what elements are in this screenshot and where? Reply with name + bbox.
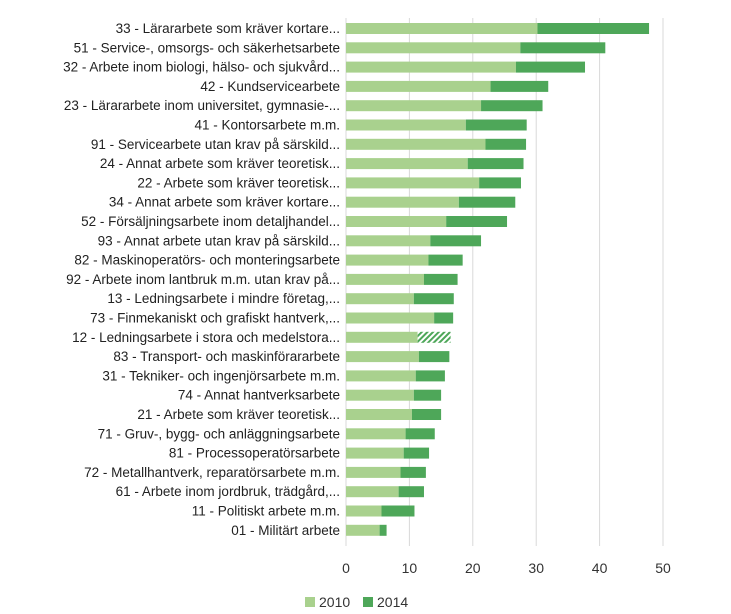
category-label-3: 42 - Kundservicearbete (200, 79, 340, 94)
bar-2010-7 (346, 158, 468, 170)
bar-2014-19 (413, 389, 442, 401)
bar-2014-10 (446, 216, 508, 227)
legend-swatch-2010 (305, 597, 315, 607)
bar-2010-20 (346, 409, 412, 420)
bar-2014-13 (423, 273, 458, 285)
category-label-8: 22 - Arbete som kräver teoretisk... (137, 175, 340, 190)
bar-2010-13 (346, 273, 424, 285)
bar-2010-4 (346, 100, 482, 112)
bar-2010-10 (346, 216, 447, 227)
bar-2010-12 (346, 254, 429, 266)
bar-2014-15 (434, 312, 454, 324)
bar-2014-0 (537, 23, 650, 34)
bar-2014-2 (515, 61, 586, 73)
bar-2010-9 (346, 196, 459, 208)
bar-2010-6 (346, 138, 486, 150)
category-label-15: 73 - Finmekaniskt och grafiskt hantverk,… (90, 311, 340, 326)
bar-2014-22 (403, 447, 430, 459)
bar-2014-26 (379, 524, 387, 536)
bar-2010-8 (346, 177, 480, 189)
bar-2014-14 (413, 293, 454, 305)
category-label-20: 21 - Arbete som kräver teoretisk... (137, 407, 340, 422)
category-label-6: 91 - Servicearbete utan krav på särskild… (91, 137, 340, 152)
category-label-5: 41 - Kontorsarbete m.m. (194, 118, 340, 133)
x-tick-label-30: 30 (528, 560, 544, 576)
x-tick-label-20: 20 (465, 560, 481, 576)
category-label-11: 93 - Annat arbete utan krav på särskild.… (98, 233, 340, 248)
bar-2010-25 (346, 505, 382, 517)
bar-2010-18 (346, 370, 416, 382)
bar-2014-7 (467, 158, 524, 170)
category-label-26: 01 - Militärt arbete (231, 523, 340, 538)
category-label-0: 33 - Lärararbete som kräver kortare... (116, 21, 340, 36)
bars (346, 23, 650, 536)
category-label-21: 71 - Gruv-, bygg- och anläggningsarbete (98, 426, 340, 441)
category-labels: 33 - Lärararbete som kräver kortare... 51… (63, 21, 340, 538)
bar-2014-17 (418, 351, 450, 363)
bar-2014-9 (458, 196, 516, 208)
bar-2010-2 (346, 61, 516, 73)
x-tick-labels: 0 10 20 30 40 50 (342, 560, 671, 576)
bar-2014-1 (520, 42, 606, 54)
bar-2010-5 (346, 119, 466, 131)
bar-2010-14 (346, 293, 414, 305)
bar-2010-21 (346, 428, 406, 440)
bar-2010-22 (346, 447, 404, 459)
bar-2014-3 (490, 80, 549, 92)
category-label-10: 52 - Försäljningsarbete inom detaljhande… (81, 214, 340, 229)
category-label-13: 92 - Arbete inom lantbruk m.m. utan krav… (66, 272, 340, 287)
x-tick-label-40: 40 (592, 560, 608, 576)
category-label-1: 51 - Service-, omsorgs- och säkerhetsarb… (74, 40, 340, 55)
bar-2010-3 (346, 80, 491, 92)
x-tick-label-50: 50 (655, 560, 671, 576)
bar-2010-15 (346, 312, 435, 324)
bar-2010-16 (346, 331, 418, 343)
bar-2014-21 (405, 428, 435, 440)
category-label-17: 83 - Transport- och maskinförararbete (113, 349, 340, 364)
category-label-7: 24 - Annat arbete som kräver teoretisk..… (100, 156, 340, 171)
bar-2010-0 (346, 23, 538, 34)
bar-2010-24 (346, 486, 399, 498)
category-label-18: 31 - Tekniker- och ingenjörsarbete m.m. (102, 368, 340, 383)
legend-label-2014: 2014 (377, 594, 408, 610)
x-tick-label-10: 10 (402, 560, 418, 576)
category-label-23: 72 - Metallhantverk, reparatörsarbete m.… (84, 465, 340, 480)
category-label-2: 32 - Arbete inom biologi, hälso- och sju… (63, 60, 340, 75)
legend: 2010 2014 (305, 594, 408, 610)
bar-2014-12 (428, 254, 463, 266)
bar-2014-11 (430, 235, 482, 247)
category-label-24: 61 - Arbete inom jordbruk, trädgård,... (116, 484, 340, 499)
bar-2014-6 (485, 138, 527, 150)
bar-2010-26 (346, 524, 380, 536)
category-label-9: 34 - Annat arbete som kräver kortare... (109, 195, 340, 210)
category-label-4: 23 - Lärararbete inom universitet, gymna… (64, 98, 340, 113)
bar-2010-23 (346, 466, 401, 478)
category-label-25: 11 - Politiskt arbete m.m. (192, 504, 340, 519)
bar-2014-25 (381, 505, 415, 517)
bar-2014-18 (415, 370, 445, 382)
bar-2014-20 (411, 409, 442, 420)
bar-2010-11 (346, 235, 431, 247)
x-tick-label-0: 0 (342, 560, 350, 576)
bar-2014-5 (465, 119, 527, 131)
bar-2014-4 (481, 100, 543, 112)
legend-label-2010: 2010 (319, 594, 350, 610)
category-label-22: 81 - Processoperatörsarbete (169, 446, 340, 461)
bar-2010-19 (346, 389, 414, 401)
category-label-16: 12 - Ledningsarbete i stora och medelsto… (72, 330, 340, 345)
category-label-14: 13 - Ledningsarbete i mindre företag,... (107, 291, 340, 306)
bar-2010-1 (346, 42, 521, 54)
bar-2014-23 (400, 466, 426, 478)
bar-2014-24 (398, 486, 424, 498)
category-label-12: 82 - Maskinoperatörs- och monteringsarbe… (74, 253, 340, 268)
bar-2014-16 (417, 331, 451, 343)
legend-swatch-2014 (363, 597, 373, 607)
category-label-19: 74 - Annat hantverksarbete (178, 388, 340, 403)
bar-2010-17 (346, 351, 419, 363)
bar-2014-8 (479, 177, 521, 189)
